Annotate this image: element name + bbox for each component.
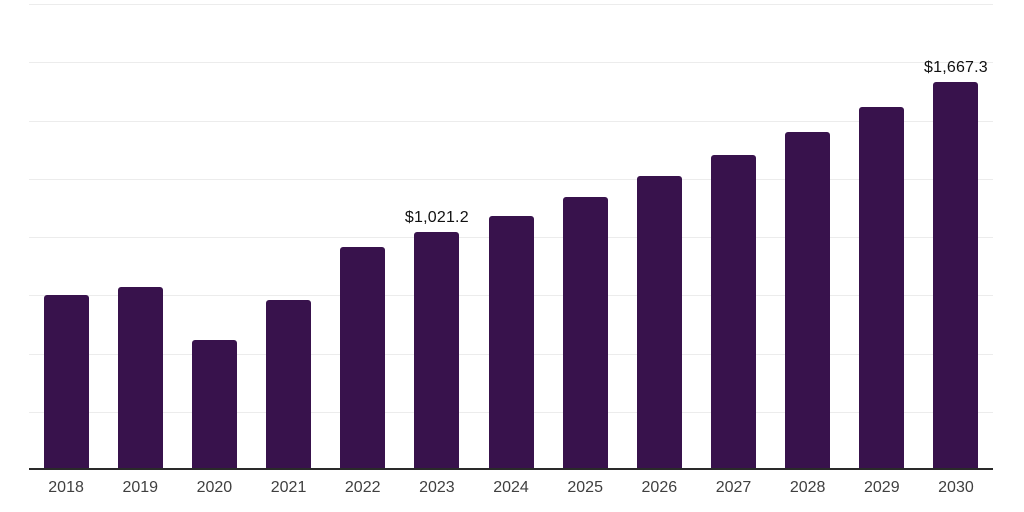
x-axis-line <box>29 468 993 470</box>
bar-group-2020 <box>177 4 251 470</box>
x-tick-label-2021: 2021 <box>270 479 307 496</box>
bar-group-2030: $1,667.3 <box>919 4 993 470</box>
bar-group-2025 <box>548 4 622 470</box>
bar-2027[interactable] <box>710 154 756 470</box>
plot-area: $1,021.2 $1,667.3 <box>29 4 993 470</box>
bar-value-label-2030: $1,667.3 <box>924 58 988 76</box>
bar-series: $1,021.2 $1,667.3 <box>29 4 993 470</box>
x-tick-label-2022: 2022 <box>344 479 381 496</box>
bar-group-2027 <box>696 4 770 470</box>
bar-group-2019 <box>103 4 177 470</box>
x-tick-label-2018: 2018 <box>48 479 84 496</box>
bar-2021[interactable] <box>266 300 312 470</box>
bar-2025[interactable] <box>562 196 608 470</box>
x-tick-label-2030: 2030 <box>938 479 974 496</box>
x-tick-label-2025: 2025 <box>567 479 603 496</box>
bar-group-2029 <box>845 4 919 470</box>
bar-2019[interactable] <box>117 287 163 470</box>
bar-value-label-2023: $1,021.2 <box>404 209 469 227</box>
bar-2023[interactable] <box>414 232 460 470</box>
x-tick-label-2026: 2026 <box>641 479 678 496</box>
bar-2030[interactable] <box>933 81 979 470</box>
bar-2022[interactable] <box>340 246 386 470</box>
bar-2018[interactable] <box>43 295 89 470</box>
bar-group-2024 <box>474 4 548 470</box>
bar-2024[interactable] <box>488 215 534 470</box>
bar-2029[interactable] <box>859 107 905 470</box>
gridline <box>29 62 993 64</box>
bar-2026[interactable] <box>636 175 682 470</box>
x-tick-label-2023: 2023 <box>419 479 455 496</box>
x-tick-label-2024: 2024 <box>493 479 529 496</box>
x-tick-label-2020: 2020 <box>196 479 233 496</box>
bar-group-2022 <box>326 4 400 470</box>
bar-group-2018 <box>29 4 103 470</box>
gridline <box>29 178 993 180</box>
x-tick-label-2019: 2019 <box>122 479 159 496</box>
bar-group-2021 <box>251 4 325 470</box>
bar-2020[interactable] <box>191 340 237 470</box>
gridline <box>29 4 993 5</box>
x-tick-label-2028: 2028 <box>789 479 826 496</box>
x-tick-label-2029: 2029 <box>864 479 900 496</box>
bar-group-2023: $1,021.2 <box>400 4 474 470</box>
x-axis-labels: 2018 2019 2020 2021 2022 2023 2024 2025 2026 2027… <box>29 479 993 497</box>
x-tick-label-2027: 2027 <box>715 479 752 496</box>
bar-group-2026 <box>622 4 696 470</box>
gridline <box>29 120 993 122</box>
bar-group-2028 <box>771 4 845 470</box>
bar-2028[interactable] <box>785 131 831 470</box>
